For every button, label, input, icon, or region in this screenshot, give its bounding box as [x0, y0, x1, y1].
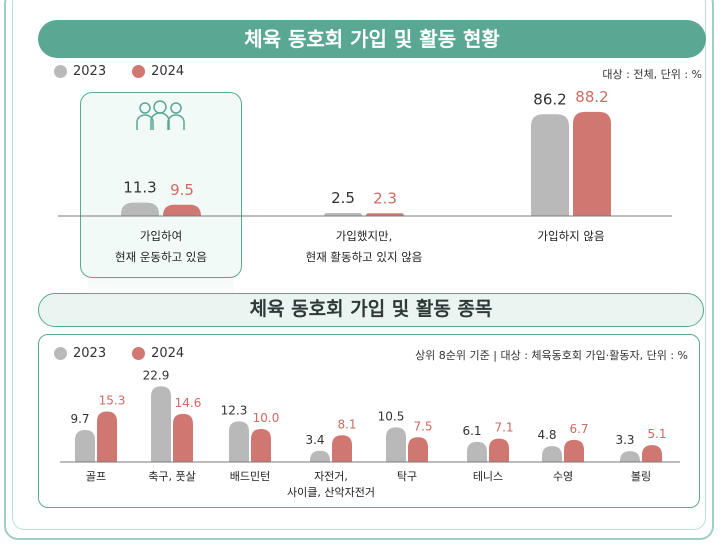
category-label-1: 현재 활동하고 있지 않음 [306, 250, 423, 264]
legend-2023-swatch [54, 65, 67, 78]
top-legend: 2023 2024 [54, 64, 184, 79]
legend-2024-swatch [132, 347, 146, 360]
bar-2024-2 [251, 429, 271, 462]
category-label-4: 탁구 [397, 470, 417, 483]
data-label-2024-2: 10.0 [253, 411, 280, 425]
bar-2023-3 [310, 450, 330, 462]
bar-2024-7 [642, 445, 662, 462]
data-label-2023-0: 11.3 [123, 179, 156, 197]
bar-2023-2 [229, 421, 249, 462]
category-label-2: 가입하지 않음 [537, 229, 604, 243]
bar-2023-5 [467, 441, 487, 462]
bar-2024-5 [489, 438, 509, 462]
bar-2024-1 [173, 413, 193, 462]
data-label-2024-5: 7.1 [494, 421, 513, 435]
data-label-2024-1: 14.6 [175, 396, 202, 410]
bottom-legend: 2023 2024 [54, 346, 184, 361]
category-label-6: 수영 [553, 470, 573, 483]
data-label-2023-0: 9.7 [70, 412, 89, 426]
top-chart-title: 체육 동호회 가입 및 활동 현황 [38, 20, 706, 58]
bar-2024-1 [366, 213, 404, 216]
inner-frame [12, 0, 706, 530]
category-label-7: 볼링 [631, 470, 651, 483]
data-label-2024-4: 7.5 [413, 419, 432, 433]
legend-2024-label: 2024 [151, 346, 185, 361]
bottom-chart-panel [38, 334, 700, 508]
legend-2023-label: 2023 [73, 64, 107, 79]
category-label-0: 골프 [86, 470, 106, 483]
data-label-2023-4: 10.5 [378, 409, 405, 423]
bar-2023-1 [151, 386, 171, 462]
highlight-box [80, 92, 242, 278]
data-label-2024-2: 88.2 [575, 88, 608, 106]
bar-2023-7 [620, 451, 640, 462]
bar-2024-3 [332, 435, 352, 462]
data-label-2024-0: 15.3 [99, 394, 126, 408]
bar-2024-0 [97, 411, 117, 462]
data-label-2023-5: 6.1 [462, 424, 481, 438]
bar-2024-0 [163, 204, 201, 216]
bar-2024-6 [564, 439, 584, 462]
data-label-2024-7: 5.1 [647, 427, 666, 441]
bottom-chart-note: 상위 8순위 기준 | 대상 : 체육동호회 가입·활동자, 단위 : % [415, 349, 688, 362]
bar-2023-1 [324, 213, 362, 216]
bar-2023-0 [75, 429, 95, 462]
legend-2023-swatch [54, 347, 67, 360]
bar-2024-4 [408, 437, 428, 462]
category-label-5: 테니스 [473, 470, 503, 483]
data-label-2023-1: 22.9 [143, 368, 170, 382]
legend-2024-swatch [132, 65, 146, 78]
data-label-2024-1: 2.3 [373, 189, 397, 207]
data-label-2024-3: 8.1 [337, 417, 356, 431]
category-label-3: 사이클, 산악자전거 [287, 486, 375, 499]
data-label-2024-6: 6.7 [569, 422, 588, 436]
category-label-1: 가입했지만, [336, 229, 393, 243]
bar-2023-0 [121, 202, 159, 216]
category-label-1: 축구, 풋살 [148, 470, 195, 483]
data-label-2023-2: 12.3 [221, 403, 248, 417]
category-label-0: 현재 운동하고 있음 [115, 250, 207, 264]
legend-2023-label: 2023 [73, 346, 107, 361]
bar-2023-6 [542, 446, 562, 462]
data-label-2023-1: 2.5 [331, 189, 355, 207]
bar-2023-4 [386, 427, 406, 462]
data-label-2023-2: 86.2 [533, 90, 566, 108]
data-label-2023-6: 4.8 [537, 428, 556, 442]
category-label-2: 배드민턴 [230, 470, 270, 483]
outer-frame [4, 0, 714, 540]
legend-2024-label: 2024 [151, 64, 185, 79]
data-label-2024-0: 9.5 [170, 181, 194, 199]
top-chart-note: 대상 : 전체, 단위 : % [602, 68, 702, 81]
bar-2024-2 [573, 111, 611, 216]
data-label-2023-3: 3.4 [305, 433, 324, 447]
category-label-0: 가입하여 [140, 229, 182, 243]
people-group-icon [136, 100, 185, 130]
bottom-chart-title: 체육 동호회 가입 및 활동 종목 [38, 293, 704, 327]
bar-2023-2 [531, 114, 569, 216]
category-label-3: 자전거, [314, 470, 348, 483]
data-label-2023-7: 3.3 [615, 433, 634, 447]
